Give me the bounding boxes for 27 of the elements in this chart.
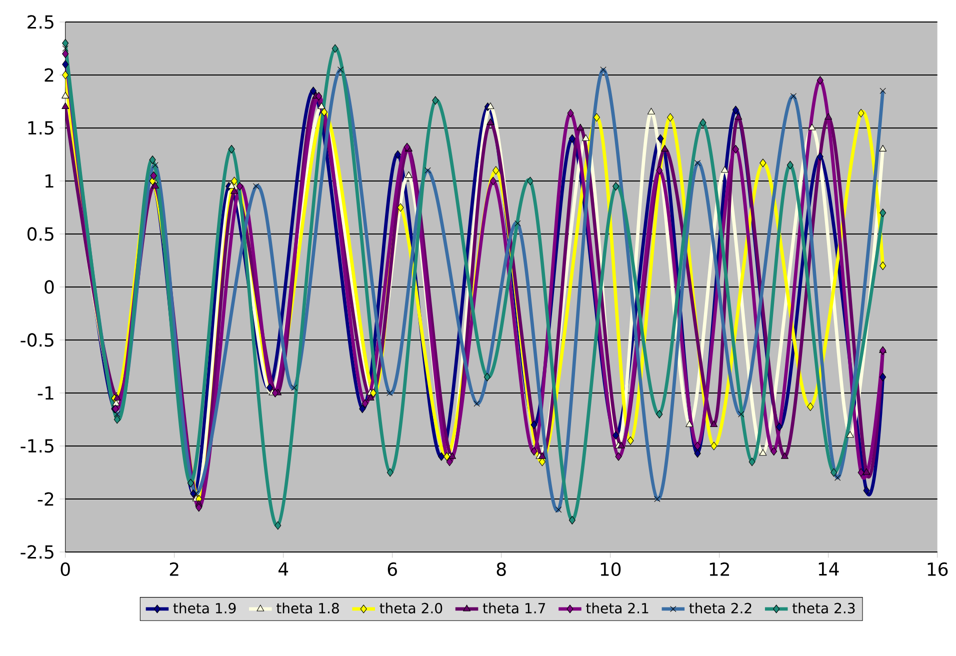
legend-label: theta 1.8 bbox=[276, 602, 339, 614]
y-tick-label: -0.5 bbox=[20, 333, 54, 347]
y-tick-label: 2.5 bbox=[28, 15, 54, 29]
y-tick-label: 0.5 bbox=[28, 227, 54, 241]
y-tick-label: 1.5 bbox=[28, 121, 54, 135]
y-tick-label: 1 bbox=[45, 174, 54, 188]
legend-label: theta 1.9 bbox=[173, 602, 236, 614]
x-tick-label: 16 bbox=[928, 562, 948, 576]
x-tick-label: 4 bbox=[278, 562, 288, 576]
x-tick-label: 8 bbox=[496, 562, 506, 576]
legend-label: theta 2.1 bbox=[586, 602, 648, 614]
y-tick-label: -2 bbox=[38, 492, 54, 506]
x-tick-label: 0 bbox=[60, 562, 70, 576]
legend-label: theta 1.7 bbox=[482, 602, 546, 614]
y-tick-label: -2.5 bbox=[20, 545, 54, 559]
x-tick-label: 14 bbox=[818, 562, 839, 576]
legend-label: theta 2.2 bbox=[689, 602, 752, 614]
y-tick-label: 0 bbox=[44, 280, 54, 294]
legend-label: theta 2.0 bbox=[380, 602, 442, 614]
x-tick-label: 10 bbox=[600, 562, 621, 576]
y-tick-label: -1 bbox=[38, 386, 54, 400]
legend-label: theta 2.3 bbox=[792, 602, 855, 614]
y-tick-label: -1.5 bbox=[20, 439, 54, 453]
x-tick-label: 12 bbox=[710, 562, 729, 576]
x-tick-label: 6 bbox=[388, 562, 397, 576]
x-tick-label: 2 bbox=[170, 562, 178, 576]
y-tick-label: 2 bbox=[44, 68, 54, 82]
